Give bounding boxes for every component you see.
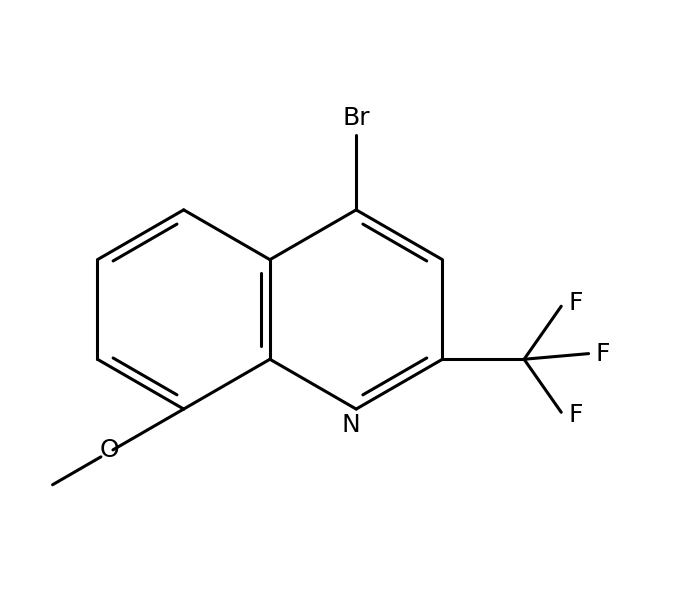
Text: Br: Br [343, 106, 370, 130]
Text: F: F [596, 341, 610, 365]
Text: F: F [568, 403, 583, 427]
Text: F: F [568, 291, 583, 315]
Text: O: O [99, 438, 118, 462]
Text: N: N [342, 413, 360, 437]
